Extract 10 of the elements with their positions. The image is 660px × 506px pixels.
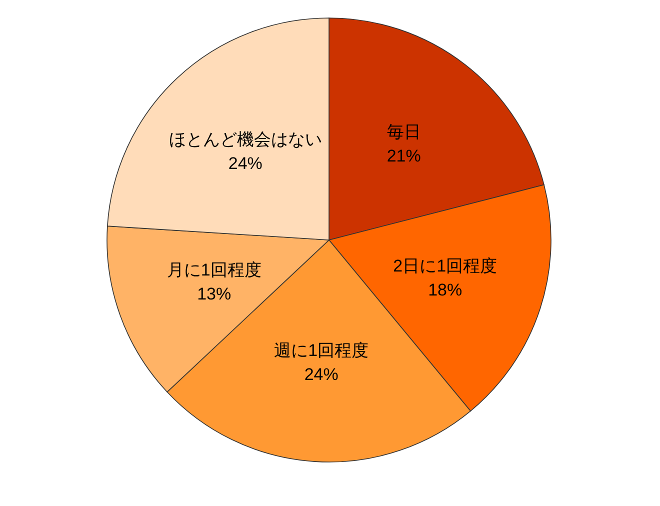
data-label: 13% (197, 284, 232, 304)
slice-label: 毎日 (386, 122, 421, 142)
slice-label: 月に1回程度 (166, 260, 262, 280)
data-label: 24% (304, 364, 338, 384)
slice-label: 2日に1回程度 (393, 256, 498, 276)
slice-label: 週に1回程度 (274, 340, 369, 360)
data-label: 24% (228, 154, 262, 173)
data-label: 18% (428, 280, 462, 300)
data-label: 21% (386, 146, 421, 166)
slice-label: ほとんど機会はない (168, 130, 322, 149)
